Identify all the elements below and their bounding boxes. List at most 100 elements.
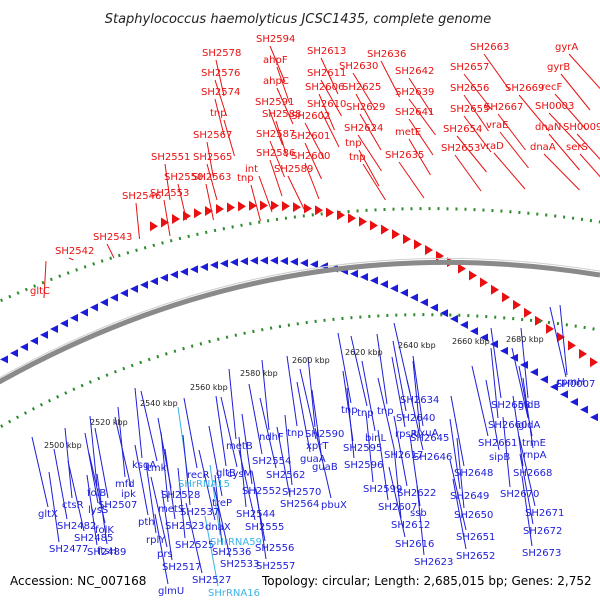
reverse-gene-label: ksgA bbox=[132, 460, 156, 471]
reverse-gene-label: SH2485 bbox=[74, 533, 113, 544]
reverse-gene-label: SH2668 bbox=[513, 468, 552, 479]
forward-gene-arrow bbox=[370, 220, 378, 231]
reverse-gene-label: SH2646 bbox=[413, 452, 452, 463]
forward-gene-label: SH2669 bbox=[505, 83, 544, 94]
forward-gene-arrow bbox=[205, 205, 213, 216]
reverse-gene-label: SH2477 bbox=[49, 544, 88, 555]
forward-gene-label: SH2578 bbox=[202, 48, 241, 59]
reverse-gene-label: prs bbox=[157, 549, 173, 560]
forward-gene-arrow bbox=[557, 332, 565, 343]
reverse-gene-label: rplY bbox=[146, 535, 166, 546]
forward-gene-label: SH2635 bbox=[385, 150, 424, 161]
forward-gene-label: SH2586 bbox=[256, 148, 295, 159]
forward-gene-arrow bbox=[183, 210, 191, 221]
forward-gene-arrow bbox=[216, 204, 224, 215]
reverse-gene-label: SH2596 bbox=[344, 460, 383, 471]
reverse-gene-arrow bbox=[220, 259, 228, 268]
reverse-gene-label: SH2645 bbox=[410, 433, 449, 444]
reverse-gene-label: SH2607 bbox=[378, 502, 417, 513]
forward-gene-label: SH2563 bbox=[192, 172, 231, 183]
genome-backbone bbox=[0, 259, 600, 385]
reverse-gene-label: SH2671 bbox=[525, 508, 564, 519]
genome-summary-text: Topology: circular; Length: 2,685,015 bp… bbox=[261, 574, 592, 588]
reverse-strand-genes bbox=[0, 256, 598, 422]
reverse-gene-label: xprT bbox=[306, 441, 329, 452]
forward-gene-label: SH2594 bbox=[256, 34, 295, 45]
forward-gene-arrow bbox=[392, 229, 400, 240]
forward-gene-arrow bbox=[227, 202, 235, 213]
reverse-gene-arrow bbox=[280, 257, 288, 265]
reverse-gene-label: SH2648 bbox=[454, 468, 493, 479]
forward-gene-label: int bbox=[245, 164, 258, 175]
forward-gene-label: SH2624 bbox=[344, 123, 383, 134]
reverse-gene-label: SH2672 bbox=[523, 526, 562, 537]
reverse-gene-label: folK bbox=[95, 525, 114, 536]
reverse-gene-arrow bbox=[200, 262, 208, 271]
reverse-gene-label: tnp bbox=[377, 406, 394, 417]
reverse-gene-label: uxuA bbox=[413, 428, 439, 439]
reverse-gene-label: folB bbox=[87, 488, 106, 499]
forward-gene-arrow bbox=[238, 201, 246, 212]
scale-tick-label: 2560 kbp bbox=[190, 383, 228, 392]
forward-gene-arrow bbox=[403, 234, 411, 245]
forward-gene-label: SH2642 bbox=[395, 66, 434, 77]
reverse-gene-label: guaB bbox=[312, 462, 338, 473]
scale-ticks: 2500 kbp 2520 kbp 2540 kbp 2560 kbp 2580 kbp… bbox=[44, 335, 544, 450]
scale-tick-label: 2660 kbp bbox=[452, 337, 490, 346]
forward-gene-label: SH2587 bbox=[256, 129, 295, 140]
reverse-gene-label: SH2651 bbox=[456, 532, 495, 543]
scale-tick-label: 2580 kbp bbox=[240, 369, 278, 378]
forward-gene-label: SH2636 bbox=[367, 49, 406, 60]
reverse-gene-label: SH2595 bbox=[343, 443, 382, 454]
forward-gene-label: SH2663 bbox=[470, 42, 509, 53]
scale-tick-label: 2500 kbp bbox=[44, 441, 82, 450]
forward-gene-label: tnp bbox=[237, 173, 254, 184]
reverse-gene-label: SH2590 bbox=[305, 429, 344, 440]
reverse-gene-label: gltX bbox=[38, 509, 58, 520]
reverse-gene-label: tnp bbox=[357, 408, 374, 419]
forward-gene-arrow bbox=[293, 202, 301, 213]
forward-gene-arrow bbox=[524, 307, 532, 318]
reverse-gene-label: SH2634 bbox=[400, 395, 439, 406]
forward-gene-label: SH2655 bbox=[450, 104, 489, 115]
reverse-gene-label: pth bbox=[138, 517, 155, 528]
forward-gene-label: SH2589 bbox=[274, 164, 313, 175]
forward-gene-arrow bbox=[249, 200, 257, 211]
forward-gene-label: vraE bbox=[486, 120, 508, 131]
reverse-gene-arrow bbox=[140, 280, 148, 289]
reverse-gene-label: dnaX bbox=[205, 522, 231, 533]
reverse-gene-arrow bbox=[110, 293, 118, 302]
reverse-gene-label: SH2536 bbox=[212, 547, 251, 558]
reverse-gene-arrow bbox=[490, 340, 498, 349]
reverse-gene-label: SHrRNA16 bbox=[208, 588, 260, 599]
forward-gene-label: SH2546 bbox=[122, 191, 161, 202]
reverse-gene-arrow bbox=[80, 308, 88, 317]
reverse-gene-label: SH2517 bbox=[162, 562, 201, 573]
reverse-gene-arrow bbox=[30, 336, 38, 345]
forward-gene-label: SH2551 bbox=[151, 152, 190, 163]
reverse-gene-arrow bbox=[440, 309, 448, 318]
reverse-gene-arrow bbox=[290, 257, 298, 266]
reverse-gene-arrow bbox=[360, 272, 368, 281]
forward-gene-label: SH2639 bbox=[395, 87, 434, 98]
reverse-gene-label: ndhF bbox=[259, 432, 284, 443]
reverse-gene-label: SH2622 bbox=[397, 488, 436, 499]
reverse-gene-label: SH2673 bbox=[522, 548, 561, 559]
forward-gene-label: SH2591 bbox=[255, 97, 294, 108]
reverse-gene-arrow bbox=[470, 327, 478, 336]
reverse-gene-label: mfd bbox=[115, 479, 135, 490]
reverse-gene-label: SH2658 bbox=[491, 400, 530, 411]
reverse-gene-label: ipk bbox=[121, 489, 136, 500]
forward-gene-label: recF bbox=[541, 82, 563, 93]
forward-gene-arrow bbox=[282, 201, 290, 212]
forward-gene-label: gltC bbox=[30, 286, 50, 297]
reverse-gene-label: SH2556 bbox=[255, 543, 294, 554]
reverse-gene-label: SH2649 bbox=[450, 491, 489, 502]
forward-gene-arrow bbox=[315, 205, 323, 216]
forward-gene-label: SH0003 bbox=[535, 101, 574, 112]
forward-gene-arrow bbox=[414, 239, 422, 250]
reverse-gene-arrow bbox=[520, 360, 528, 369]
reverse-gene-label: metS bbox=[158, 504, 184, 515]
scale-tick-label: 2620 kbp bbox=[345, 348, 383, 357]
reverse-gene-label: SH2562 bbox=[266, 470, 305, 481]
